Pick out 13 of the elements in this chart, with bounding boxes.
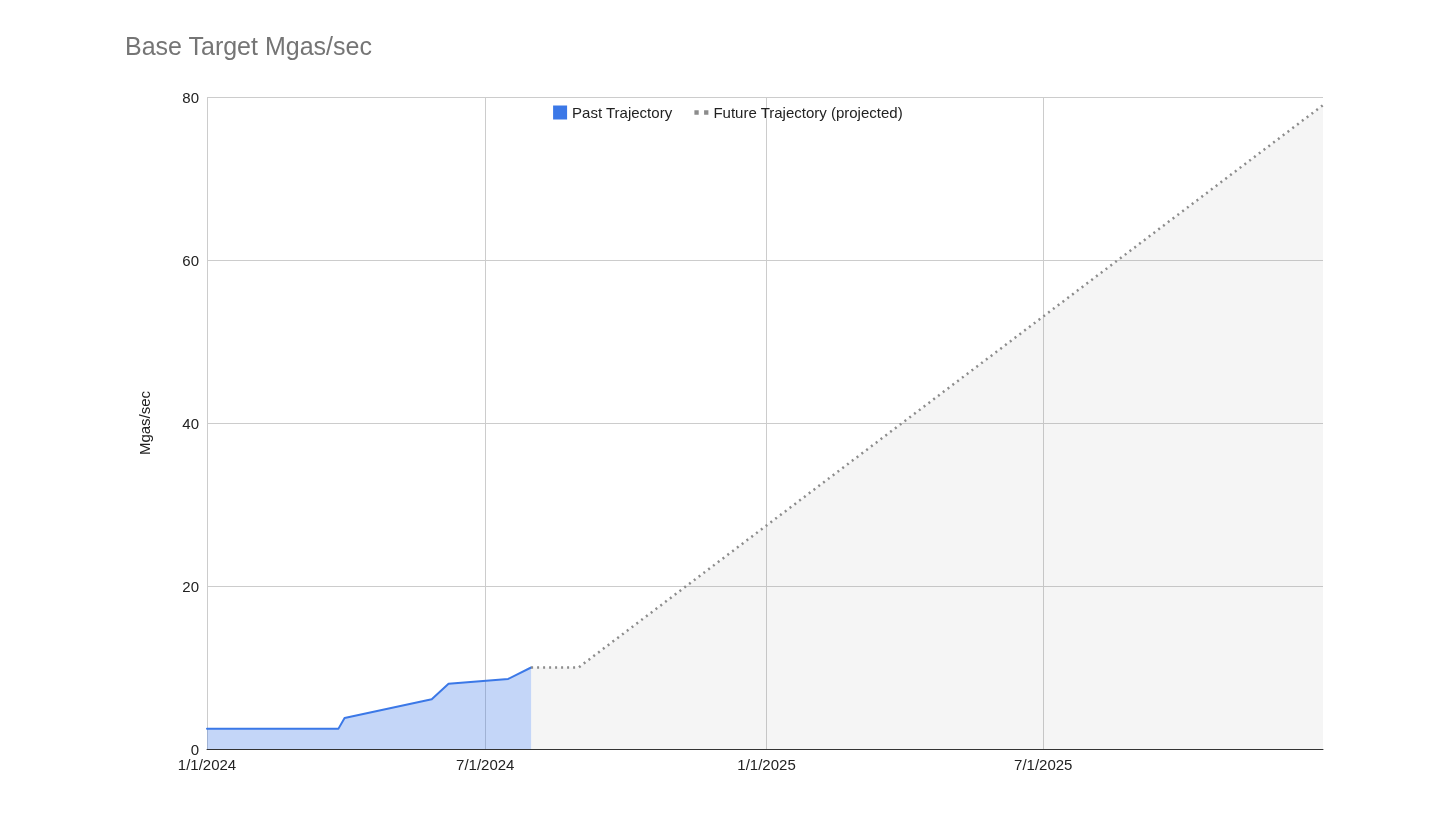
x-tick-label: 7/1/2024 [456, 756, 515, 773]
x-tick-label: 1/1/2024 [177, 756, 237, 773]
y-tick-label: 60 [182, 251, 199, 269]
legend-label: Future Trajectory (projected) [713, 104, 903, 121]
y-tick-label: 80 [182, 88, 199, 106]
x-tick-label: 1/1/2025 [737, 756, 796, 773]
legend-label: Past Trajectory [572, 104, 673, 121]
y-tick-label: 0 [190, 740, 199, 758]
y-tick-label: 20 [182, 577, 199, 595]
y-tick-label: 40 [182, 414, 199, 432]
x-tick-label: 7/1/2025 [1014, 756, 1073, 773]
y-axis-title: Mgas/sec [136, 390, 153, 456]
chart-title: Base Target Mgas/sec [125, 31, 372, 60]
